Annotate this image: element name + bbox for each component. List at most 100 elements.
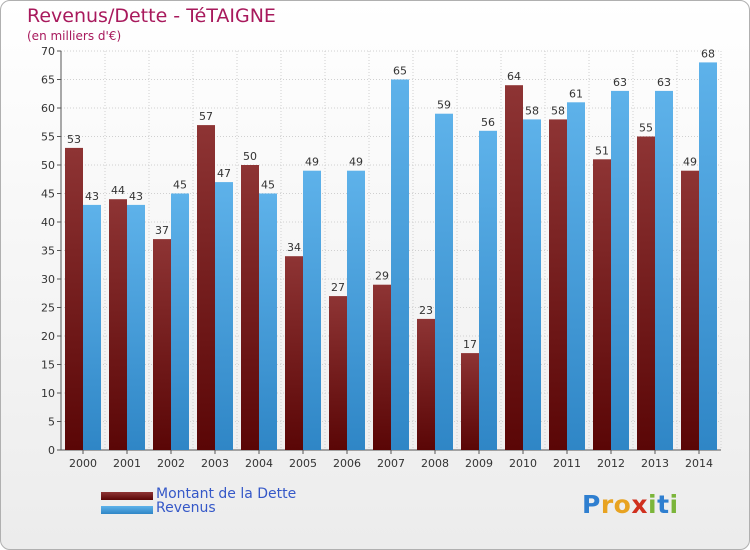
bar-revenus <box>259 193 277 450</box>
bar-revenus <box>479 130 497 451</box>
data-label-dette: 58 <box>551 104 565 117</box>
x-tick-label: 2001 <box>113 457 141 470</box>
bar-dette <box>505 85 523 450</box>
data-label-revenus: 59 <box>437 99 451 112</box>
x-tick-label: 2007 <box>377 457 405 470</box>
y-tick-label: 60 <box>41 102 55 115</box>
x-tick-label: 2005 <box>289 457 317 470</box>
data-label-revenus: 63 <box>657 76 671 89</box>
y-tick-label: 15 <box>41 359 55 372</box>
logo-letter: o <box>613 490 632 519</box>
chart-title: Revenus/Dette - TéTAIGNE <box>27 5 276 27</box>
x-tick-label: 2004 <box>245 457 273 470</box>
bar-revenus <box>303 170 321 450</box>
bar-revenus <box>611 90 629 451</box>
bar-dette <box>109 199 127 450</box>
x-tick-label: 2014 <box>685 457 713 470</box>
x-tick-label: 2002 <box>157 457 185 470</box>
data-label-revenus: 45 <box>173 179 187 192</box>
proxiti-logo: Proxiti <box>582 490 679 519</box>
y-tick-label: 25 <box>41 302 55 315</box>
x-tick-label: 2006 <box>333 457 361 470</box>
bar-revenus <box>435 113 453 450</box>
data-label-dette: 50 <box>243 150 257 163</box>
y-tick-label: 30 <box>41 273 55 286</box>
data-label-revenus: 47 <box>217 167 231 180</box>
y-tick-label: 20 <box>41 330 55 343</box>
y-tick-label: 50 <box>41 159 55 172</box>
bar-revenus <box>699 62 717 451</box>
data-label-dette: 27 <box>331 281 345 294</box>
y-tick-label: 70 <box>41 45 55 58</box>
legend-label-dette: Montant de la Dette <box>156 486 297 502</box>
bar-revenus <box>347 170 365 450</box>
data-label-dette: 57 <box>199 110 213 123</box>
bar-dette <box>329 296 347 450</box>
bar-dette <box>65 147 83 450</box>
bar-revenus <box>523 119 541 451</box>
y-tick-label: 0 <box>48 444 55 457</box>
logo-letter: i <box>648 490 658 519</box>
bar-dette <box>197 125 215 450</box>
logo-letter: i <box>669 490 679 519</box>
data-label-dette: 53 <box>67 133 81 146</box>
x-tick-label: 2013 <box>641 457 669 470</box>
x-tick-label: 2009 <box>465 457 493 470</box>
data-label-dette: 49 <box>683 156 697 169</box>
bar-dette <box>637 136 655 450</box>
legend-swatch-revenus <box>101 506 153 514</box>
bar-dette <box>681 170 699 450</box>
data-label-revenus: 63 <box>613 76 627 89</box>
data-label-dette: 34 <box>287 241 301 254</box>
bar-revenus <box>83 204 101 450</box>
bar-dette <box>153 239 171 450</box>
x-tick-label: 2008 <box>421 457 449 470</box>
y-tick-label: 40 <box>41 216 55 229</box>
data-label-revenus: 43 <box>85 190 99 203</box>
logo-letter: x <box>631 490 648 519</box>
data-label-dette: 37 <box>155 224 169 237</box>
data-label-dette: 29 <box>375 270 389 283</box>
y-tick-label: 55 <box>41 131 55 144</box>
logo-letter: t <box>657 490 670 519</box>
data-label-dette: 64 <box>507 70 521 83</box>
data-label-revenus: 65 <box>393 65 407 78</box>
data-label-revenus: 56 <box>481 116 495 129</box>
data-label-dette: 51 <box>595 144 609 157</box>
logo-letter: P <box>582 490 601 519</box>
bar-dette <box>593 159 611 451</box>
data-label-revenus: 58 <box>525 104 539 117</box>
bar-dette <box>373 284 391 450</box>
bar-revenus <box>567 102 585 451</box>
y-tick-label: 35 <box>41 245 55 258</box>
bar-revenus <box>391 79 409 450</box>
bar-dette <box>417 318 435 450</box>
chart-subtitle: (en milliers d'€) <box>27 29 122 43</box>
data-label-revenus: 49 <box>349 156 363 169</box>
x-tick-label: 2012 <box>597 457 625 470</box>
legend-label-revenus: Revenus <box>156 500 216 516</box>
bar-revenus <box>171 193 189 450</box>
bar-revenus <box>127 204 145 450</box>
data-label-dette: 55 <box>639 122 653 135</box>
x-tick-label: 2011 <box>553 457 581 470</box>
y-tick-label: 10 <box>41 387 55 400</box>
data-label-revenus: 45 <box>261 179 275 192</box>
y-tick-label: 45 <box>41 188 55 201</box>
bar-dette <box>461 353 479 450</box>
bar-revenus <box>215 182 233 450</box>
legend-swatch-dette <box>101 492 153 500</box>
x-tick-label: 2003 <box>201 457 229 470</box>
data-label-revenus: 43 <box>129 190 143 203</box>
data-label-dette: 17 <box>463 338 477 351</box>
data-label-dette: 23 <box>419 304 433 317</box>
bar-dette <box>285 256 303 450</box>
bar-dette <box>241 165 259 450</box>
data-label-dette: 44 <box>111 184 125 197</box>
y-tick-label: 65 <box>41 74 55 87</box>
data-label-revenus: 61 <box>569 87 583 100</box>
logo-letter: r <box>600 490 614 519</box>
x-tick-label: 2010 <box>509 457 537 470</box>
